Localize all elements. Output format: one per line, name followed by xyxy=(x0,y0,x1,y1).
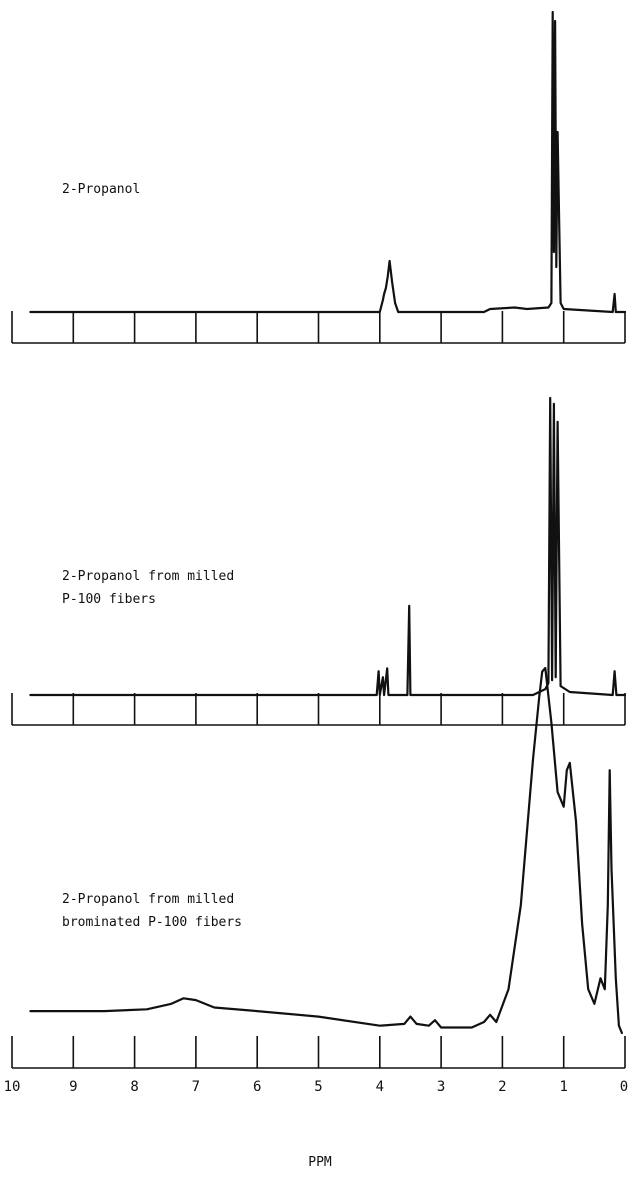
panel-3-axis xyxy=(11,1036,626,1069)
panel-2-axis xyxy=(11,693,626,726)
panel-3-title-line-2: brominated P-100 fibers xyxy=(62,915,242,930)
panel-2-title-line-1: 2-Propanol from milled xyxy=(62,569,234,584)
panel-1-axis xyxy=(11,311,626,344)
x-tick-label: 8 xyxy=(130,1079,138,1095)
panel-3-title-line-1: 2-Propanol from milled xyxy=(62,892,234,907)
x-tick-label: 2 xyxy=(498,1079,506,1095)
x-tick-label: 5 xyxy=(314,1079,322,1095)
panel-2-title-line-2: P-100 fibers xyxy=(62,592,156,607)
x-tick-label: 9 xyxy=(69,1079,77,1095)
panel-2-trace xyxy=(29,396,627,697)
spectrum-panel-2: 2-Propanol from milled P-100 fibers xyxy=(11,396,627,726)
panel-1-title-line-1: 2-Propanol xyxy=(62,182,140,197)
spectrum-panel-3: 2-Propanol from milled brominated P-100 … xyxy=(11,666,626,1069)
x-axis-label: PPM xyxy=(308,1155,332,1170)
x-tick-label: 7 xyxy=(192,1079,200,1095)
x-tick-label: 6 xyxy=(253,1079,261,1095)
x-tick-labels: 10 9 8 7 6 5 4 3 2 1 0 xyxy=(4,1079,629,1095)
x-tick-label: 4 xyxy=(376,1079,384,1095)
x-tick-label: 3 xyxy=(437,1079,445,1095)
x-tick-label: 10 xyxy=(4,1079,21,1095)
panel-3-trace xyxy=(29,666,623,1035)
panel-1-trace xyxy=(29,10,627,314)
x-tick-label: 1 xyxy=(559,1079,567,1095)
x-tick-label: 0 xyxy=(620,1079,628,1095)
spectrum-panel-1: 2-Propanol xyxy=(11,10,627,344)
